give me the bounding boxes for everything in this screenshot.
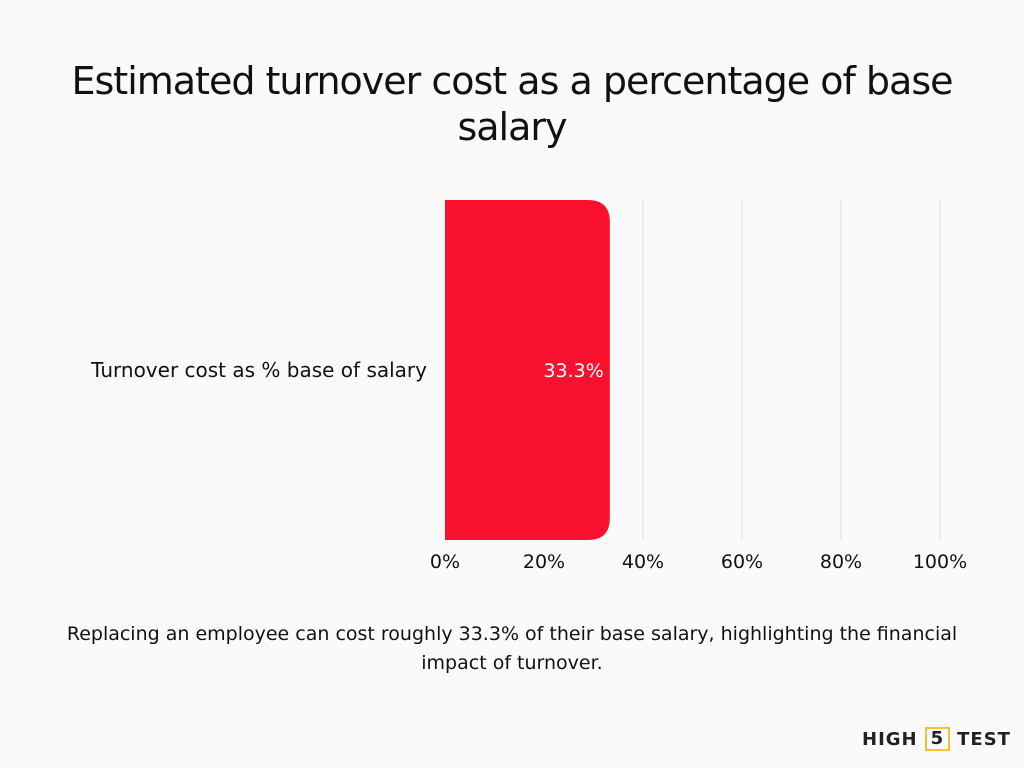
x-tick-label: 40% xyxy=(622,551,664,573)
logo-text-left: HIGH xyxy=(862,728,918,750)
chart-caption: Replacing an employee can cost roughly 3… xyxy=(66,623,958,674)
x-tick-label: 60% xyxy=(721,551,763,573)
x-tick-label: 20% xyxy=(523,551,565,573)
x-tick-label: 0% xyxy=(430,551,460,573)
high5test-logo: HIGH 5 TEST xyxy=(862,727,1011,751)
chart-title: Estimated turnover cost as a percentage … xyxy=(71,59,953,149)
category-label: Turnover cost as % base of salary xyxy=(90,358,427,382)
data-label: 33.3% xyxy=(543,360,603,382)
bar xyxy=(445,200,610,540)
x-tick-label: 80% xyxy=(820,551,862,573)
x-tick-label: 100% xyxy=(913,551,967,573)
logo-five: 5 xyxy=(924,727,951,751)
logo-text-right: TEST xyxy=(957,728,1011,750)
